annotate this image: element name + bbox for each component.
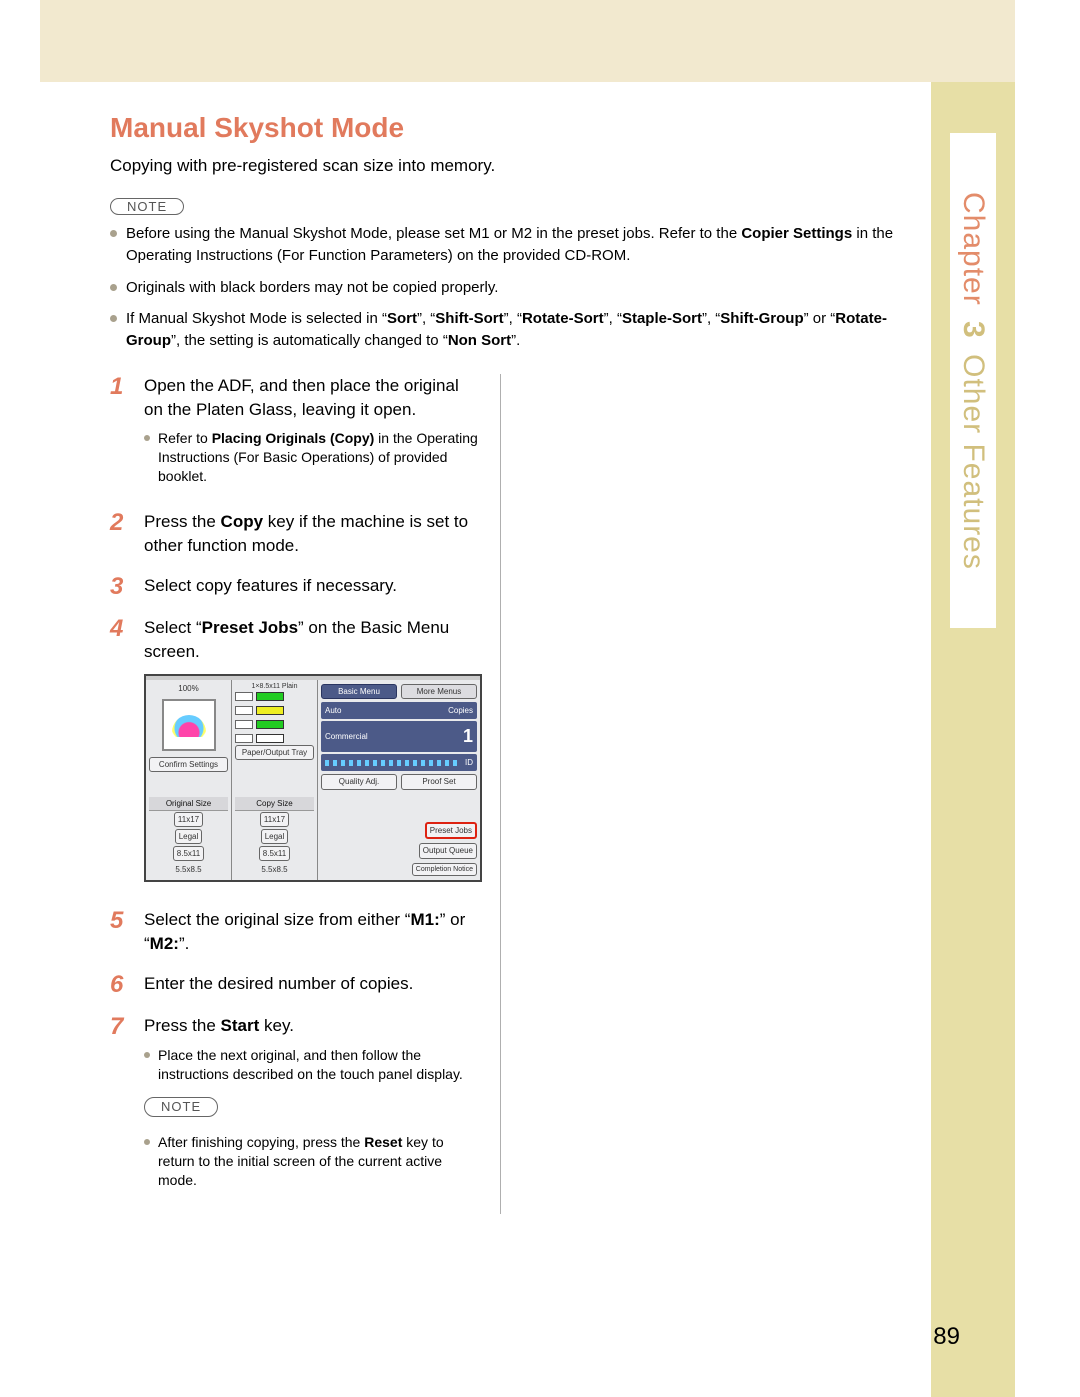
chapter-label: Chapter — [957, 192, 990, 306]
note-label: NOTE — [144, 1097, 218, 1117]
content-area: Manual Skyshot Mode Copying with pre-reg… — [110, 112, 910, 1214]
step-number: 5 — [110, 908, 144, 956]
right-column — [501, 374, 889, 1214]
step-body: Press the Copy key if the machine is set… — [144, 510, 480, 558]
step-number: 4 — [110, 616, 144, 892]
left-column: 1 Open the ADF, and then place the origi… — [110, 374, 500, 1214]
step-number: 6 — [110, 972, 144, 998]
step-body: Enter the desired number of copies. — [144, 972, 480, 998]
original-size-header: Original Size — [149, 797, 228, 811]
top-note-item: Originals with black borders may not be … — [110, 277, 910, 299]
copies-count: 1 — [455, 724, 473, 749]
step-subnote: Place the next original, and then follow… — [144, 1046, 480, 1084]
size-option[interactable]: 11x17 — [174, 812, 203, 827]
step-number: 3 — [110, 574, 144, 600]
more-menus-tab[interactable]: More Menus — [401, 684, 477, 699]
size-option[interactable]: Legal — [261, 829, 289, 844]
basic-menu-tab[interactable]: Basic Menu — [321, 684, 397, 699]
step-subnote: Refer to Placing Originals (Copy) in the… — [144, 429, 480, 486]
step-body: Open the ADF, and then place the origina… — [144, 374, 480, 494]
step-body: Select “Preset Jobs” on the Basic Menu s… — [144, 616, 482, 892]
embedded-screenshot: 100% Confirm Settings 1×8.5x11 Plain — [144, 674, 482, 883]
top-color-band — [40, 0, 1015, 82]
zoom-percent: 100% — [149, 683, 228, 694]
copies-readout: Commercial 1 — [321, 721, 477, 752]
chapter-tab-text: Chapter 3 Other Features — [956, 192, 990, 570]
completion-notice-button[interactable]: Completion Notice — [412, 863, 477, 877]
size-option[interactable]: 11x17 — [260, 812, 289, 827]
size-option[interactable]: 8.5x11 — [259, 846, 290, 861]
preset-jobs-button[interactable]: Preset Jobs — [425, 822, 477, 839]
section-title: Manual Skyshot Mode — [110, 112, 910, 144]
top-note-item: Before using the Manual Skyshot Mode, pl… — [110, 223, 910, 267]
page-number: 89 — [933, 1323, 960, 1351]
quality-adj-button[interactable]: Quality Adj. — [321, 774, 397, 789]
step-note-item: After finishing copying, press the Reset… — [144, 1133, 480, 1190]
proof-set-button[interactable]: Proof Set — [401, 774, 477, 789]
chapter-title: Other Features — [957, 354, 990, 570]
step-number: 1 — [110, 374, 144, 494]
column-divider — [500, 374, 501, 1214]
step-body: Press the Start key. Place the next orig… — [144, 1014, 480, 1197]
top-note-block: Before using the Manual Skyshot Mode, pl… — [110, 223, 910, 352]
step-number: 7 — [110, 1014, 144, 1197]
paper-output-tray-button[interactable]: Paper/Output Tray — [235, 745, 314, 760]
id-panel: ID — [321, 754, 477, 771]
paper-tray-indicator — [235, 690, 293, 744]
copy-size-header: Copy Size — [235, 797, 314, 811]
size-option[interactable]: 8.5x11 — [173, 846, 204, 861]
size-option[interactable]: Legal — [175, 829, 203, 844]
output-queue-button[interactable]: Output Queue — [419, 843, 477, 858]
step-body: Select the original size from either “M1… — [144, 908, 480, 956]
section-intro: Copying with pre-registered scan size in… — [110, 156, 910, 176]
preview-thumbnail — [162, 699, 216, 751]
size-option[interactable]: 5.5x8.5 — [235, 862, 314, 877]
chapter-tab: Chapter 3 Other Features — [950, 133, 996, 628]
top-note-item: If Manual Skyshot Mode is selected in “S… — [110, 308, 910, 352]
chapter-number: 3 — [957, 321, 990, 339]
note-label: NOTE — [110, 198, 184, 215]
size-option[interactable]: 5.5x8.5 — [149, 862, 228, 877]
copies-panel: Auto Copies — [321, 702, 477, 719]
confirm-settings-button[interactable]: Confirm Settings — [149, 757, 228, 772]
step-body: Select copy features if necessary. — [144, 574, 480, 600]
step-number: 2 — [110, 510, 144, 558]
paper-label: 1×8.5x11 Plain — [235, 683, 314, 691]
